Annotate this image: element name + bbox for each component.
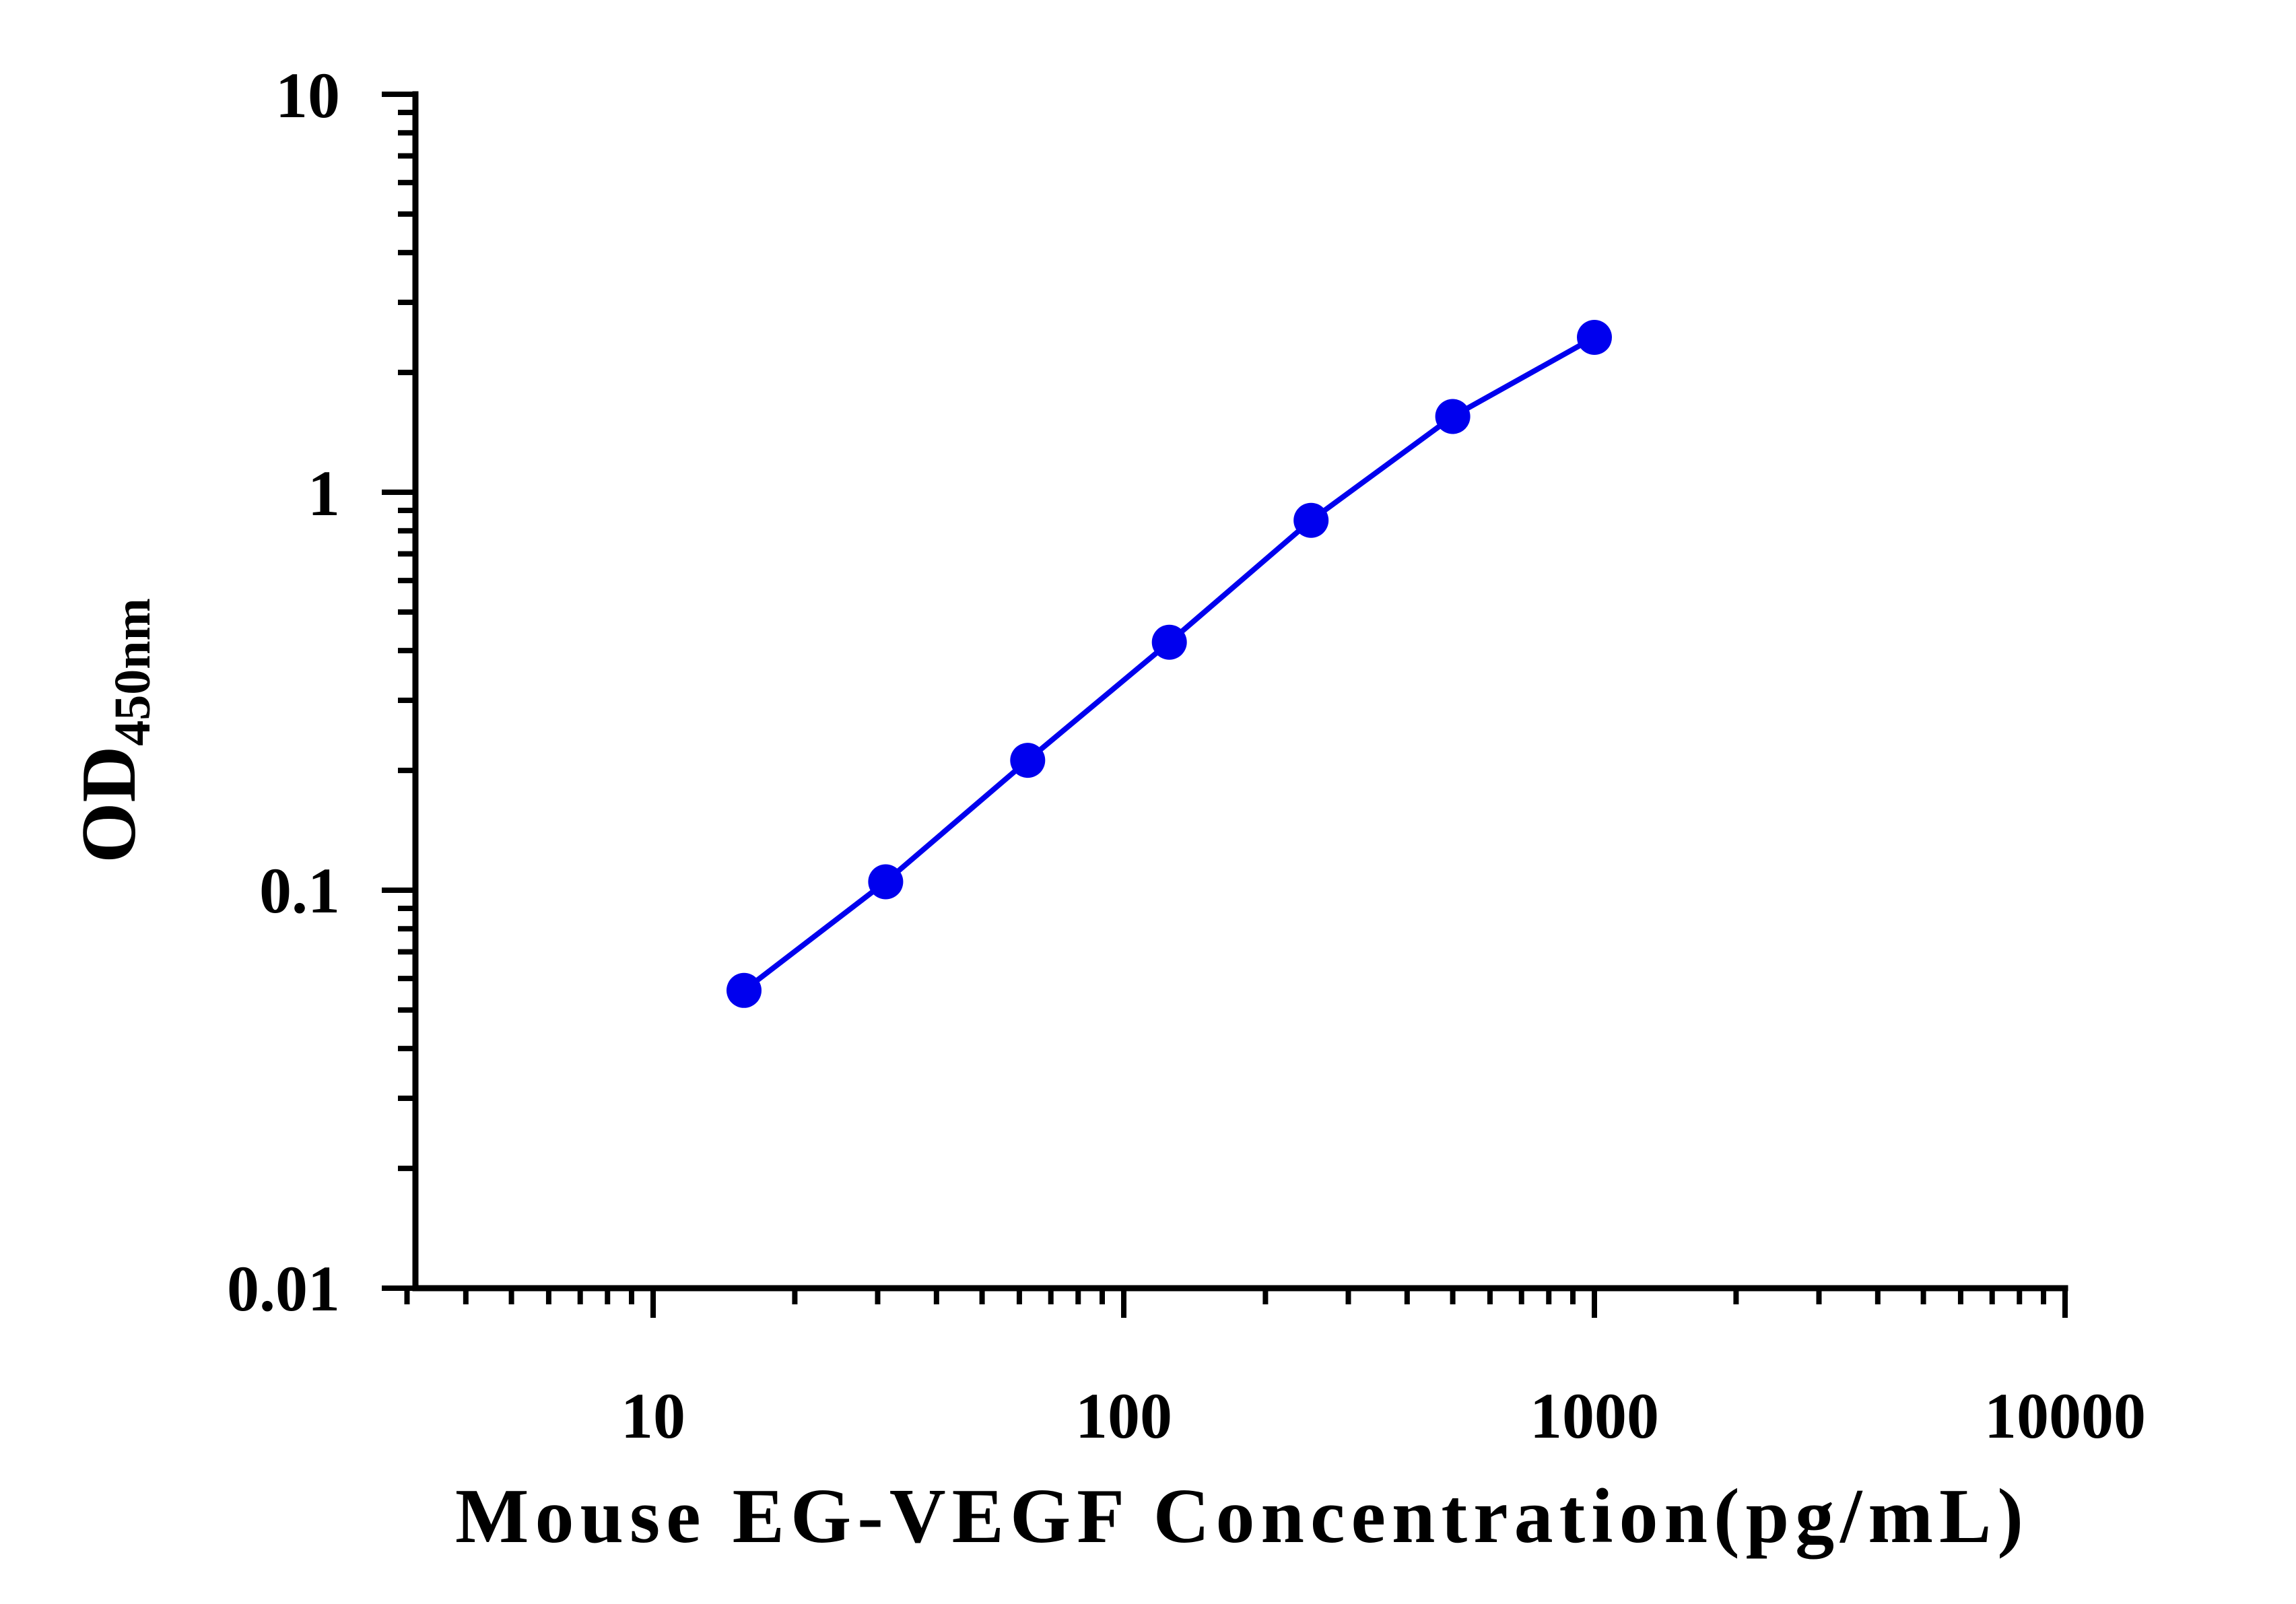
y-tick-label: 1 [308,457,340,529]
data-series [727,320,1612,1008]
data-point [1435,399,1471,434]
x-tick-label: 10000 [1984,1380,2146,1452]
x-tick-label: 1000 [1530,1380,1659,1452]
y-axis: 0.01 0.1 1 10 [227,59,419,1325]
x-axis-title: Mouse EG-VEGF Concentration(pg/mL) [455,1473,2029,1560]
x-tick-label: 10 [621,1380,685,1452]
y-tick-label: 10 [275,59,340,131]
data-point [1293,502,1329,538]
data-point [1151,624,1187,660]
y-axis-title: OD450nm [66,598,161,863]
x-axis: 10 100 1000 10000 [404,1285,2146,1452]
y-tick-label: 0.01 [227,1252,340,1325]
y-axis-title-subscript: 450nm [104,598,161,746]
data-point [868,864,904,900]
y-axis-title-main: OD [66,746,152,863]
data-point [1010,743,1046,778]
series-line [742,335,1596,993]
data-point [1577,320,1612,355]
x-tick-label: 100 [1075,1380,1172,1452]
data-point [727,972,762,1008]
y-tick-label: 0.1 [259,855,340,927]
